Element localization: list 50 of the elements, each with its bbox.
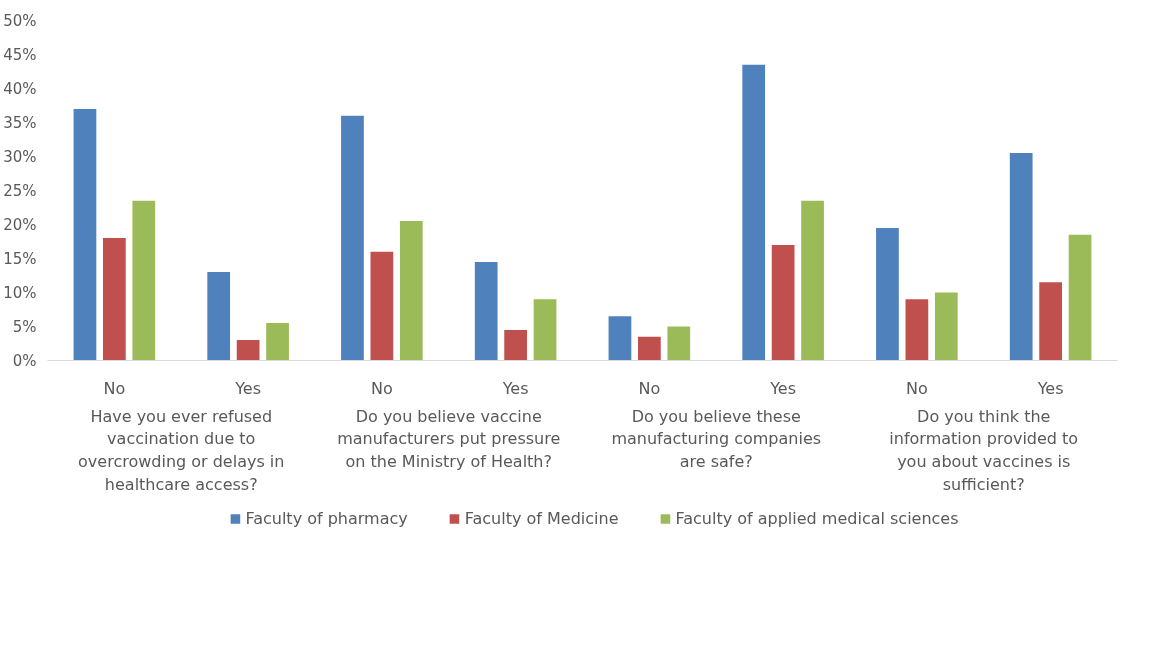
y-tick-label: 30% xyxy=(3,147,37,166)
bar xyxy=(1068,234,1092,361)
y-tick-label: 10% xyxy=(3,283,37,302)
bar xyxy=(876,227,899,361)
x-tick-label: No xyxy=(906,378,928,398)
y-tick-label: 5% xyxy=(12,317,37,336)
y-tick-label: 50% xyxy=(3,11,37,30)
y-tick-label: 0% xyxy=(12,351,37,370)
x-tick-label: Yes xyxy=(1036,378,1064,398)
bar xyxy=(934,292,958,361)
bar xyxy=(207,272,231,361)
bar xyxy=(103,238,126,361)
text: Do you think the information provided to you about vaccines is sufficient? xyxy=(889,406,1079,494)
x-tick-label: Yes xyxy=(769,378,797,398)
x-tick-label: No xyxy=(371,378,393,398)
bar xyxy=(132,200,156,361)
text: Do you believe vaccine manufacturers put pressure on the Ministry of Health? xyxy=(337,406,561,472)
legend-label: Faculty of applied medical sciences xyxy=(675,508,959,528)
y-tick-label: 25% xyxy=(3,181,37,200)
legend-label: Faculty of pharmacy xyxy=(245,508,408,528)
bar xyxy=(742,64,766,361)
x-tick-label: No xyxy=(638,378,661,398)
bar xyxy=(638,336,661,361)
x-tick-label: Yes xyxy=(501,378,529,398)
bar xyxy=(1039,282,1062,361)
bar xyxy=(771,244,795,361)
bar xyxy=(533,299,557,361)
legend-label: Faculty of Medicine xyxy=(464,508,619,528)
y-tick-label: 45% xyxy=(3,45,37,64)
bar xyxy=(341,115,364,361)
bar xyxy=(504,329,527,361)
y-tick-label: 40% xyxy=(3,79,37,98)
bar xyxy=(667,326,691,361)
bar xyxy=(236,340,260,361)
bar xyxy=(801,200,824,361)
bar xyxy=(73,108,97,361)
x-tick-label: Yes xyxy=(234,378,262,398)
bar xyxy=(266,323,289,361)
bar xyxy=(474,261,498,361)
text: Do you believe these manufacturing companies are safe? xyxy=(611,406,822,472)
y-tick-label: 35% xyxy=(3,113,37,132)
y-tick-label: 20% xyxy=(3,215,37,234)
bar xyxy=(370,251,394,361)
bar xyxy=(399,221,423,361)
bar xyxy=(905,299,929,361)
text: Have you ever refused vaccination due to overcrowding or delays in healthcare access? xyxy=(78,406,285,494)
x-tick-label: No xyxy=(103,378,126,398)
bar xyxy=(1009,153,1033,361)
y-tick-label: 15% xyxy=(3,249,37,268)
bar xyxy=(608,316,632,361)
